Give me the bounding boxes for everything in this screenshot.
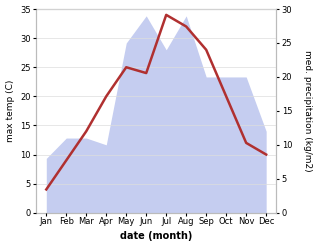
- Y-axis label: max temp (C): max temp (C): [5, 80, 15, 142]
- X-axis label: date (month): date (month): [120, 231, 192, 242]
- Y-axis label: med. precipitation (kg/m2): med. precipitation (kg/m2): [303, 50, 313, 172]
